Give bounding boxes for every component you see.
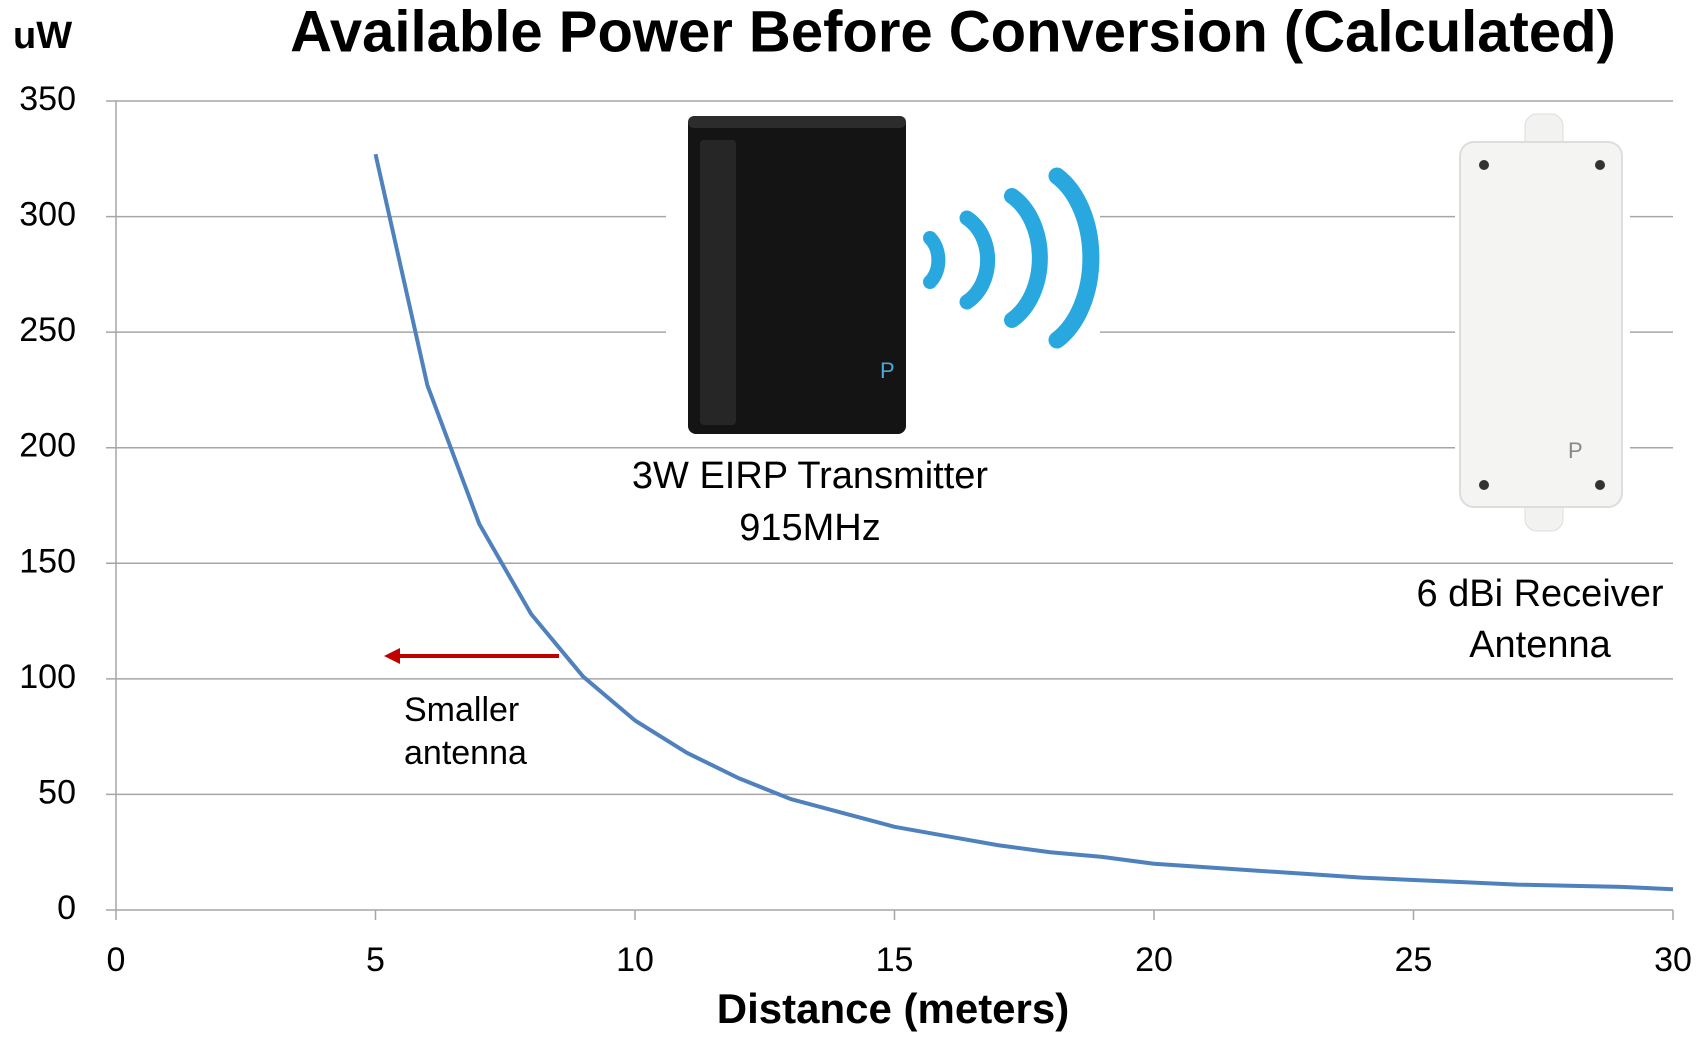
data-line [373, 153, 1674, 892]
annotation: Smaller [404, 691, 519, 729]
annotation: 3W EIRP Transmitter [632, 455, 989, 497]
x-tick-label: 5 [366, 941, 385, 979]
arrow [384, 648, 559, 664]
plot [373, 153, 1674, 892]
x-tick-label: 20 [1135, 941, 1173, 979]
x-tick-label: 25 [1395, 941, 1433, 979]
annotation: antenna [404, 734, 527, 772]
y-tick-label: 350 [19, 80, 76, 118]
y-tick-label: 150 [19, 542, 76, 580]
y-tick-label: 250 [19, 311, 76, 349]
receiver-image: P [1455, 113, 1630, 532]
y-tick-label: 50 [38, 773, 76, 811]
x-axis-label: Distance (meters) [717, 985, 1069, 1032]
y-tick-label: 100 [19, 658, 76, 696]
x-tick-label: 0 [107, 941, 126, 979]
y-unit: uW [13, 15, 72, 57]
y-tick-label: 200 [19, 427, 76, 465]
svg-text:P: P [1568, 438, 1583, 463]
annotation: 6 dBi Receiver [1416, 573, 1663, 615]
chart-title: Available Power Before Conversion (Calcu… [290, 0, 1616, 64]
annotation: Antenna [1469, 624, 1611, 666]
annotation: 915MHz [739, 507, 881, 549]
x-tick-label: 15 [876, 941, 914, 979]
svg-text:P: P [880, 358, 895, 383]
y-tick-label: 300 [19, 196, 76, 234]
x-tick-label: 30 [1654, 941, 1692, 979]
transmitter-image: P [666, 116, 1100, 443]
y-tick-label: 0 [57, 889, 76, 927]
x-tick-label: 10 [616, 941, 654, 979]
